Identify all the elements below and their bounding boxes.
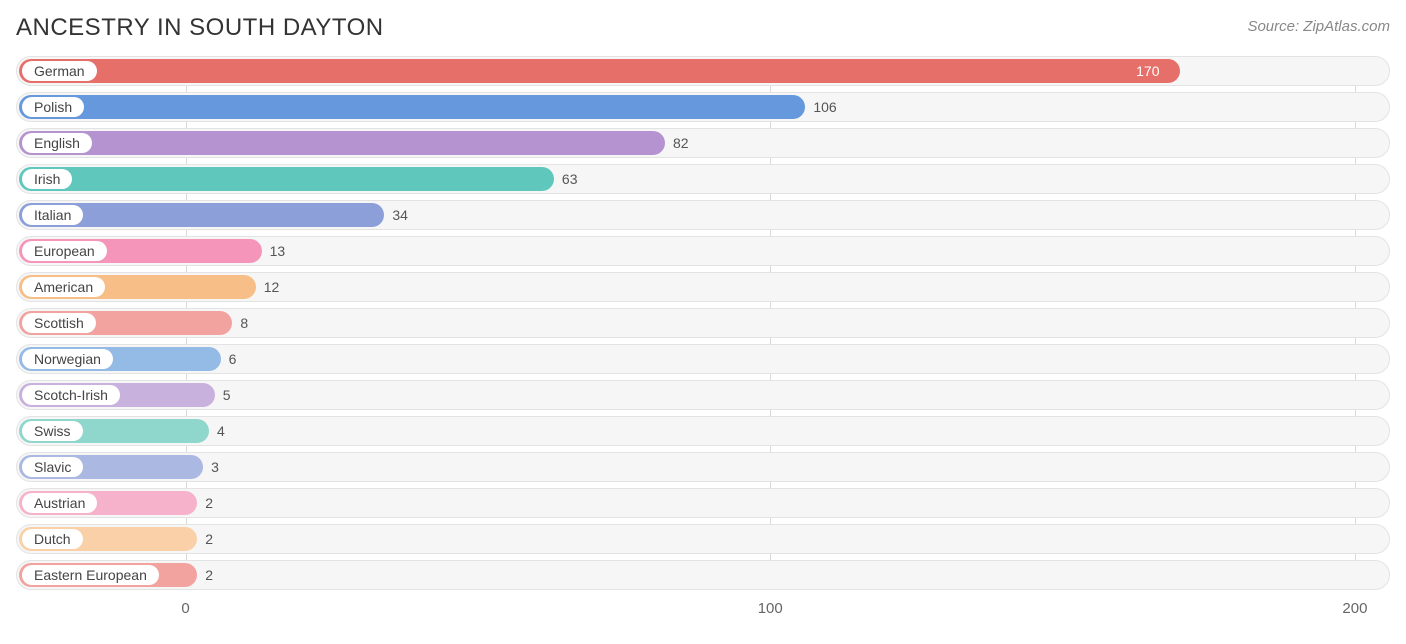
bar-value-label: 8 (232, 308, 248, 338)
chart-plot-area: German170Polish106English82Irish63Italia… (16, 56, 1390, 590)
bar-value-label: 170 (19, 56, 1174, 86)
bar-value-label: 106 (805, 92, 836, 122)
bar-row: European 13 (16, 236, 1390, 266)
x-axis-tick-label: 100 (758, 600, 783, 617)
bar-label-pill: Swiss (22, 421, 83, 441)
bar-row: English 82 (16, 128, 1390, 158)
chart-source: Source: ZipAtlas.com (1247, 14, 1390, 35)
bar-track (16, 452, 1390, 482)
bar-row: Swiss 4 (16, 416, 1390, 446)
bar (19, 95, 805, 119)
bar-row: American 12 (16, 272, 1390, 302)
bar-label-pill: Irish (22, 169, 72, 189)
bar-label-pill: Polish (22, 97, 84, 117)
bar (19, 131, 665, 155)
bar-value-label: 2 (197, 524, 213, 554)
bar-label-pill: Dutch (22, 529, 83, 549)
x-axis-tick-label: 0 (181, 600, 189, 617)
bar-row: Eastern European 2 (16, 560, 1390, 590)
bar-row: Dutch 2 (16, 524, 1390, 554)
bar-track (16, 560, 1390, 590)
bar-value-label: 82 (665, 128, 689, 158)
bar-label-pill: Scottish (22, 313, 96, 333)
bar-track (16, 524, 1390, 554)
bar-row: Norwegian 6 (16, 344, 1390, 374)
bar-value-label: 13 (262, 236, 286, 266)
bar-label-pill: European (22, 241, 107, 261)
bar-value-label: 3 (203, 452, 219, 482)
bar-row: German170 (16, 56, 1390, 86)
chart-header: ANCESTRY IN SOUTH DAYTON Source: ZipAtla… (16, 14, 1390, 42)
bar-label-pill: English (22, 133, 92, 153)
bar-row: Scotch-Irish 5 (16, 380, 1390, 410)
chart-container: ANCESTRY IN SOUTH DAYTON Source: ZipAtla… (0, 0, 1406, 644)
bar-label-pill: Slavic (22, 457, 83, 477)
bar-row: Polish 106 (16, 92, 1390, 122)
bar-value-label: 63 (554, 164, 578, 194)
bar-value-label: 2 (197, 560, 213, 590)
chart-title: ANCESTRY IN SOUTH DAYTON (16, 14, 384, 42)
bar-value-label: 4 (209, 416, 225, 446)
bar-label-pill: Scotch-Irish (22, 385, 120, 405)
bar-row: Austrian 2 (16, 488, 1390, 518)
bar-value-label: 34 (384, 200, 408, 230)
bar-label-pill: Austrian (22, 493, 97, 513)
bar-label-pill: Eastern European (22, 565, 159, 585)
bar (19, 167, 554, 191)
bar-label-pill: Italian (22, 205, 83, 225)
x-axis-tick-label: 200 (1342, 600, 1367, 617)
bar-value-label: 6 (221, 344, 237, 374)
bar-value-label: 5 (215, 380, 231, 410)
bar-row: Slavic 3 (16, 452, 1390, 482)
bar-label-pill: American (22, 277, 105, 297)
bar-track (16, 488, 1390, 518)
bar-value-label: 2 (197, 488, 213, 518)
bar-row: Scottish 8 (16, 308, 1390, 338)
bar-row: Irish 63 (16, 164, 1390, 194)
bar-label-pill: Norwegian (22, 349, 113, 369)
bar-value-label: 12 (256, 272, 280, 302)
x-axis: 0 100 200 (16, 596, 1390, 636)
bar-row: Italian 34 (16, 200, 1390, 230)
